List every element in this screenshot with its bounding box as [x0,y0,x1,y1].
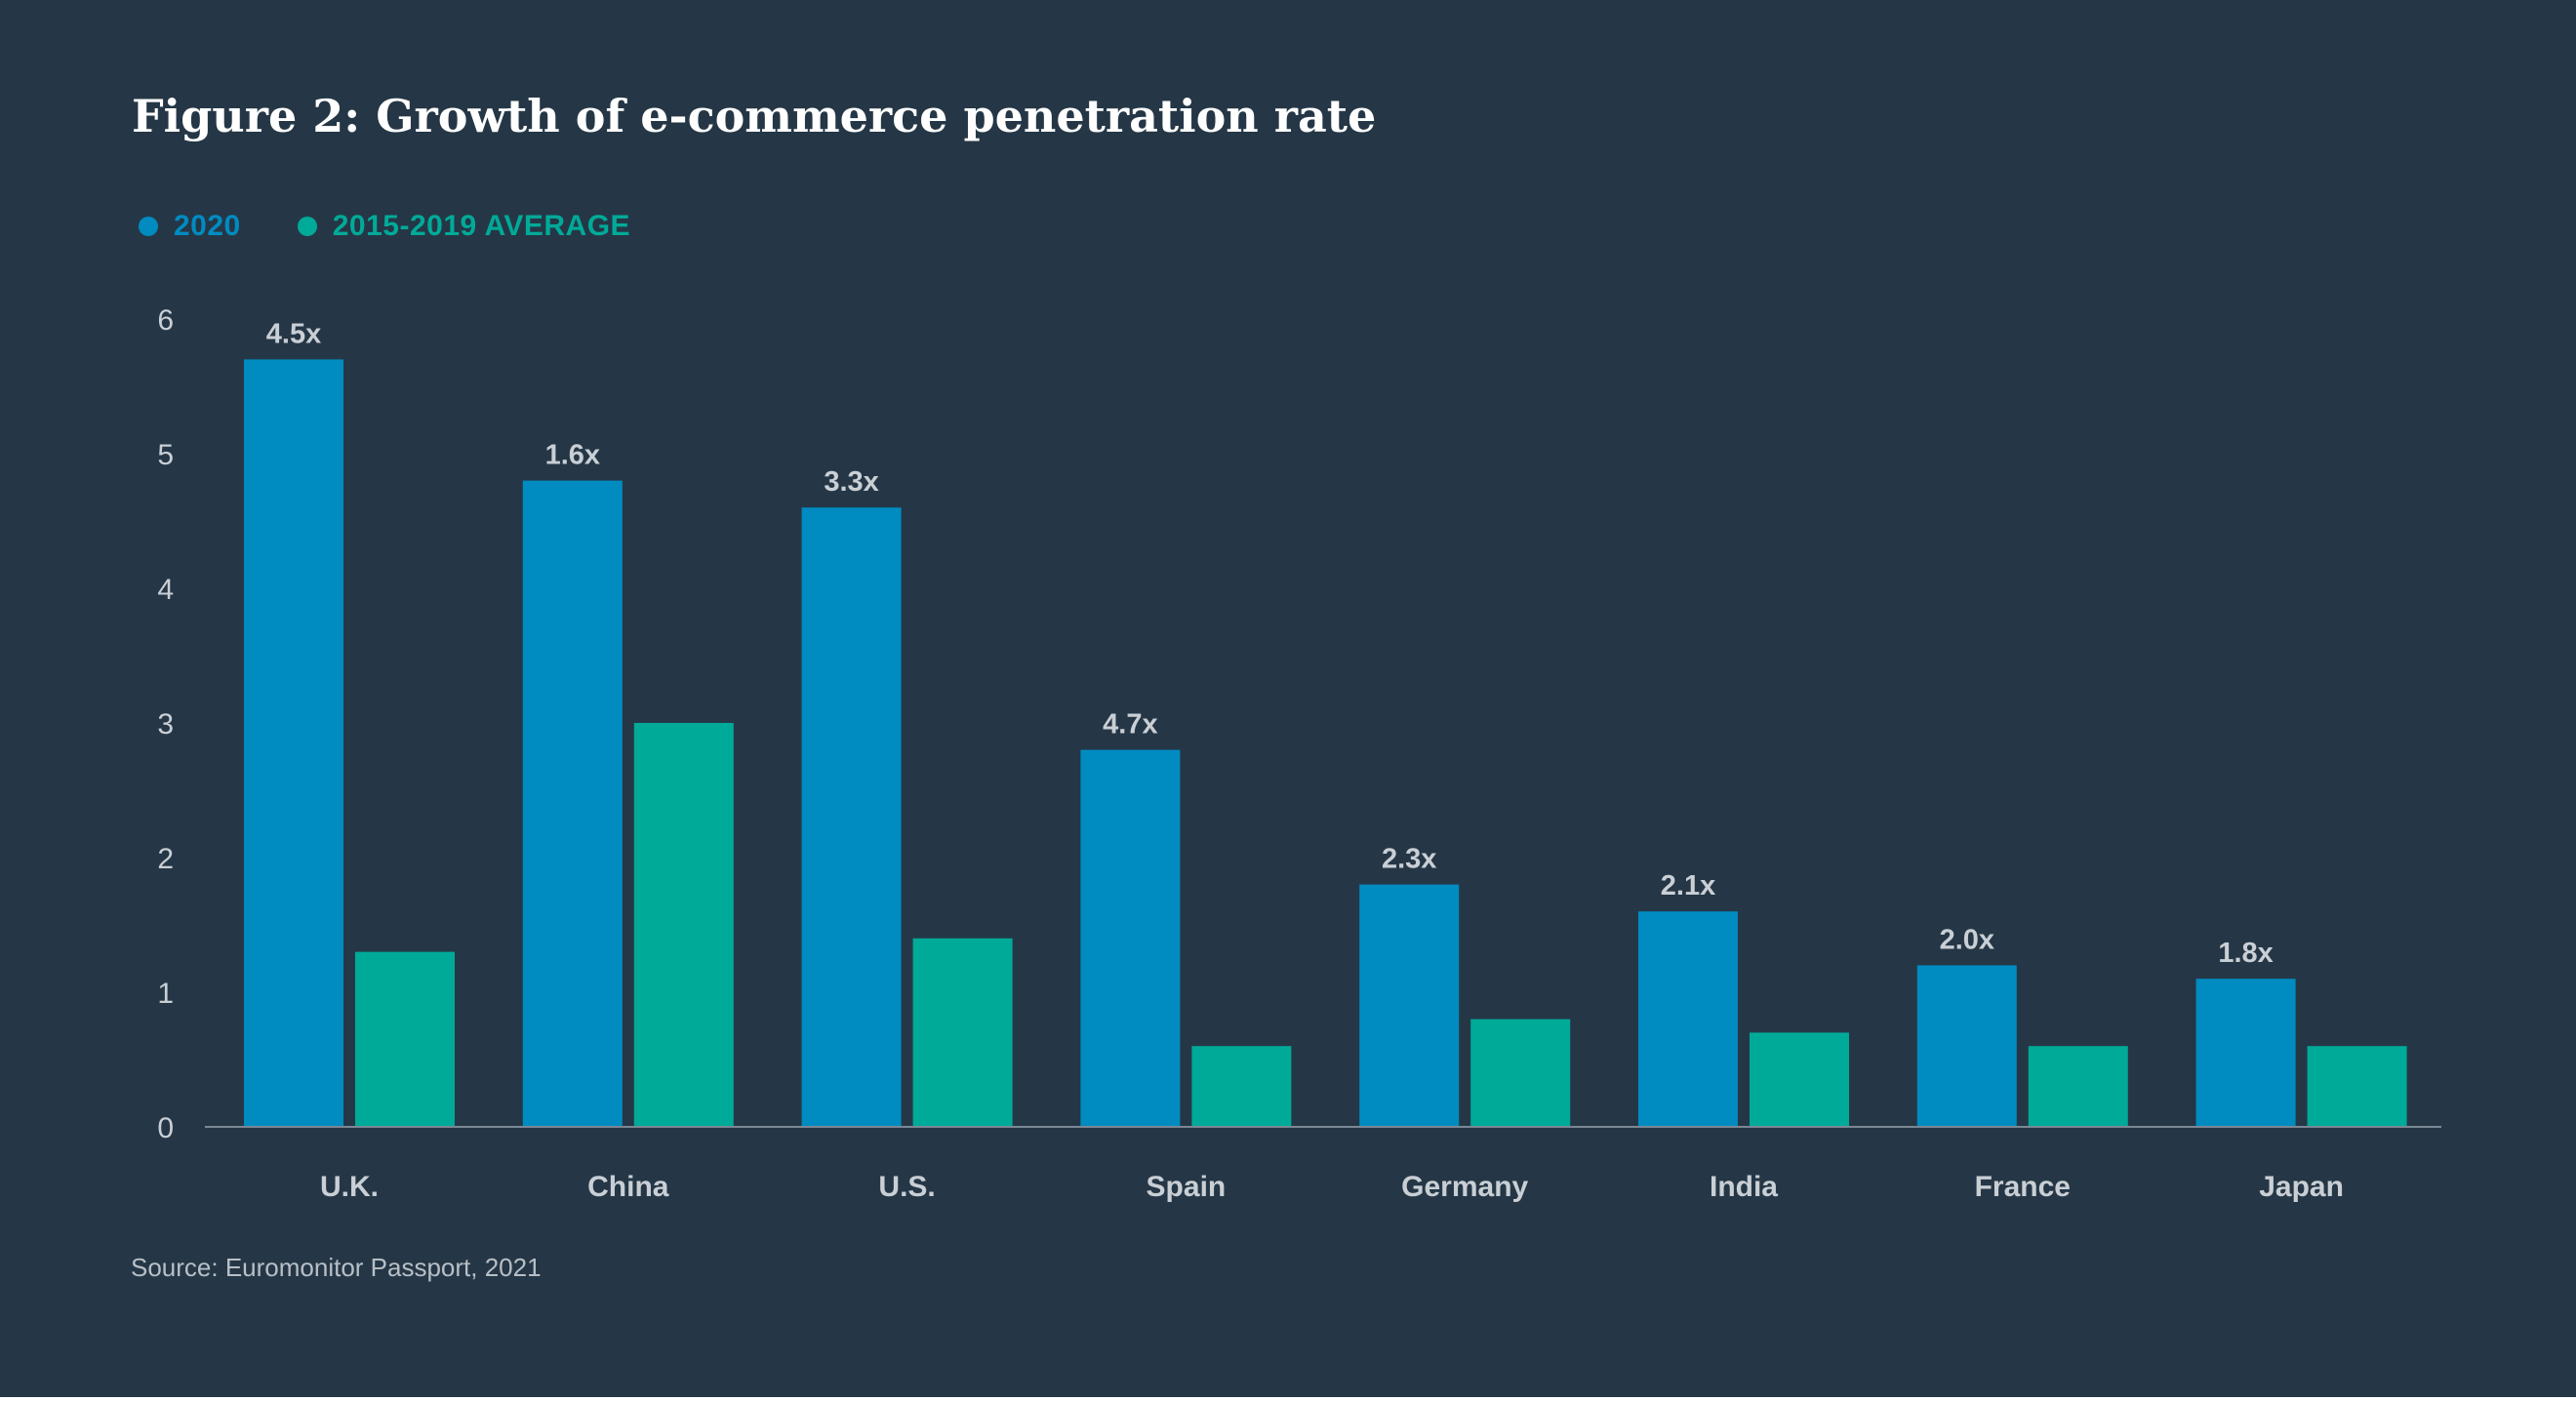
x-tick-label: China [587,1171,669,1203]
bar-data-label: 4.7x [1103,709,1157,741]
bar-data-label: 1.8x [2218,938,2273,969]
bar-data-label: 2.1x [1661,870,1715,901]
legend-label-average: 2015-2019 AVERAGE [332,210,631,242]
x-tick-label: Spain [1147,1171,1227,1203]
bar-average [2307,1046,2407,1127]
bar-average [2028,1046,2128,1127]
x-tick-label: Japan [2259,1171,2344,1203]
legend-item-average: 2015-2019 AVERAGE [297,210,631,243]
bar-average [1750,1032,1849,1127]
legend-item-2020: 2020 [139,210,241,243]
x-tick-label: France [1975,1171,2071,1203]
bar-2020 [1916,965,2017,1127]
x-tick-label: Germany [1401,1171,1528,1203]
bar-2020 [1638,911,1738,1127]
bar-data-label: 1.6x [545,440,600,471]
bar-2020 [1080,749,1181,1127]
legend-label-2020: 2020 [174,210,241,242]
chart-legend: 2020 2015-2019 AVERAGE [139,205,687,248]
y-tick-label: 0 [157,1112,174,1144]
y-tick-label: 6 [157,304,174,337]
y-tick-label: 3 [157,708,174,741]
bar-data-label: 3.3x [824,466,878,498]
chart-source: Source: Euromonitor Passport, 2021 [131,1253,542,1282]
bar-2020 [1359,884,1460,1127]
bar-data-label: 2.0x [1940,924,1994,955]
bar-data-label: 4.5x [266,318,321,349]
chart-title: Figure 2: Growth of e-commerce penetrati… [132,90,1377,142]
x-tick-label: India [1710,1171,1778,1203]
bar-average [912,938,1013,1127]
x-tick-label: U.S. [878,1171,935,1203]
y-tick-label: 4 [157,574,174,606]
bar-average [633,723,734,1127]
legend-dot-2020 [139,217,158,236]
y-tick-label: 5 [157,439,174,471]
bar-data-label: 2.3x [1382,844,1436,875]
bar-2020 [244,359,343,1127]
x-tick-label: U.K. [320,1171,379,1203]
y-tick-label: 2 [157,843,174,875]
bar-average [1470,1019,1571,1127]
bar-average [355,951,455,1127]
legend-dot-average [297,217,317,236]
y-tick-label: 1 [157,978,174,1010]
bar-2020 [801,507,902,1127]
bar-2020 [522,480,623,1128]
bar-2020 [2195,979,2296,1127]
bar-average [1191,1046,1292,1127]
